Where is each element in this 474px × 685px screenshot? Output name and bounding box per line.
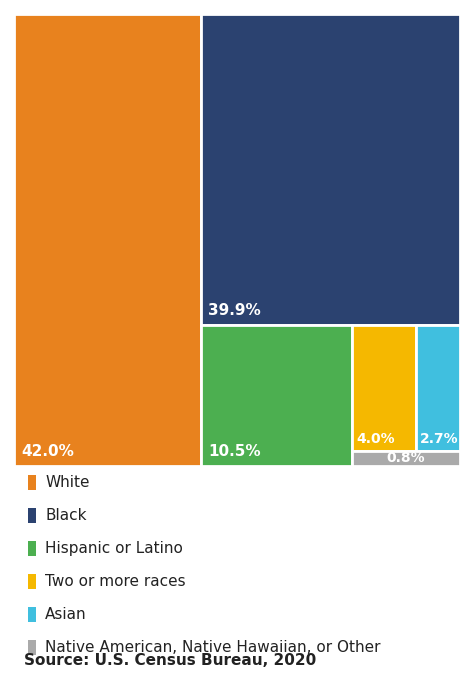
Bar bbox=[416, 325, 460, 451]
Text: 10.5%: 10.5% bbox=[208, 444, 261, 459]
Text: 42.0%: 42.0% bbox=[21, 444, 74, 459]
Text: Black: Black bbox=[45, 508, 87, 523]
Text: Asian: Asian bbox=[45, 607, 87, 622]
Bar bbox=[201, 325, 352, 466]
Text: White: White bbox=[45, 475, 90, 490]
Bar bbox=[201, 14, 460, 325]
Text: Native American, Native Hawaiian, or Other: Native American, Native Hawaiian, or Oth… bbox=[45, 640, 381, 655]
Bar bbox=[14, 14, 201, 466]
Text: 2.7%: 2.7% bbox=[420, 432, 458, 447]
Text: Two or more races: Two or more races bbox=[45, 574, 186, 589]
Text: Source: U.S. Census Bureau, 2020: Source: U.S. Census Bureau, 2020 bbox=[24, 653, 316, 668]
Bar bbox=[352, 451, 460, 466]
Bar bbox=[352, 325, 416, 451]
Text: 4.0%: 4.0% bbox=[356, 432, 395, 447]
Text: Hispanic or Latino: Hispanic or Latino bbox=[45, 541, 183, 556]
Text: 0.8%: 0.8% bbox=[387, 451, 425, 465]
Text: 39.9%: 39.9% bbox=[208, 303, 261, 319]
